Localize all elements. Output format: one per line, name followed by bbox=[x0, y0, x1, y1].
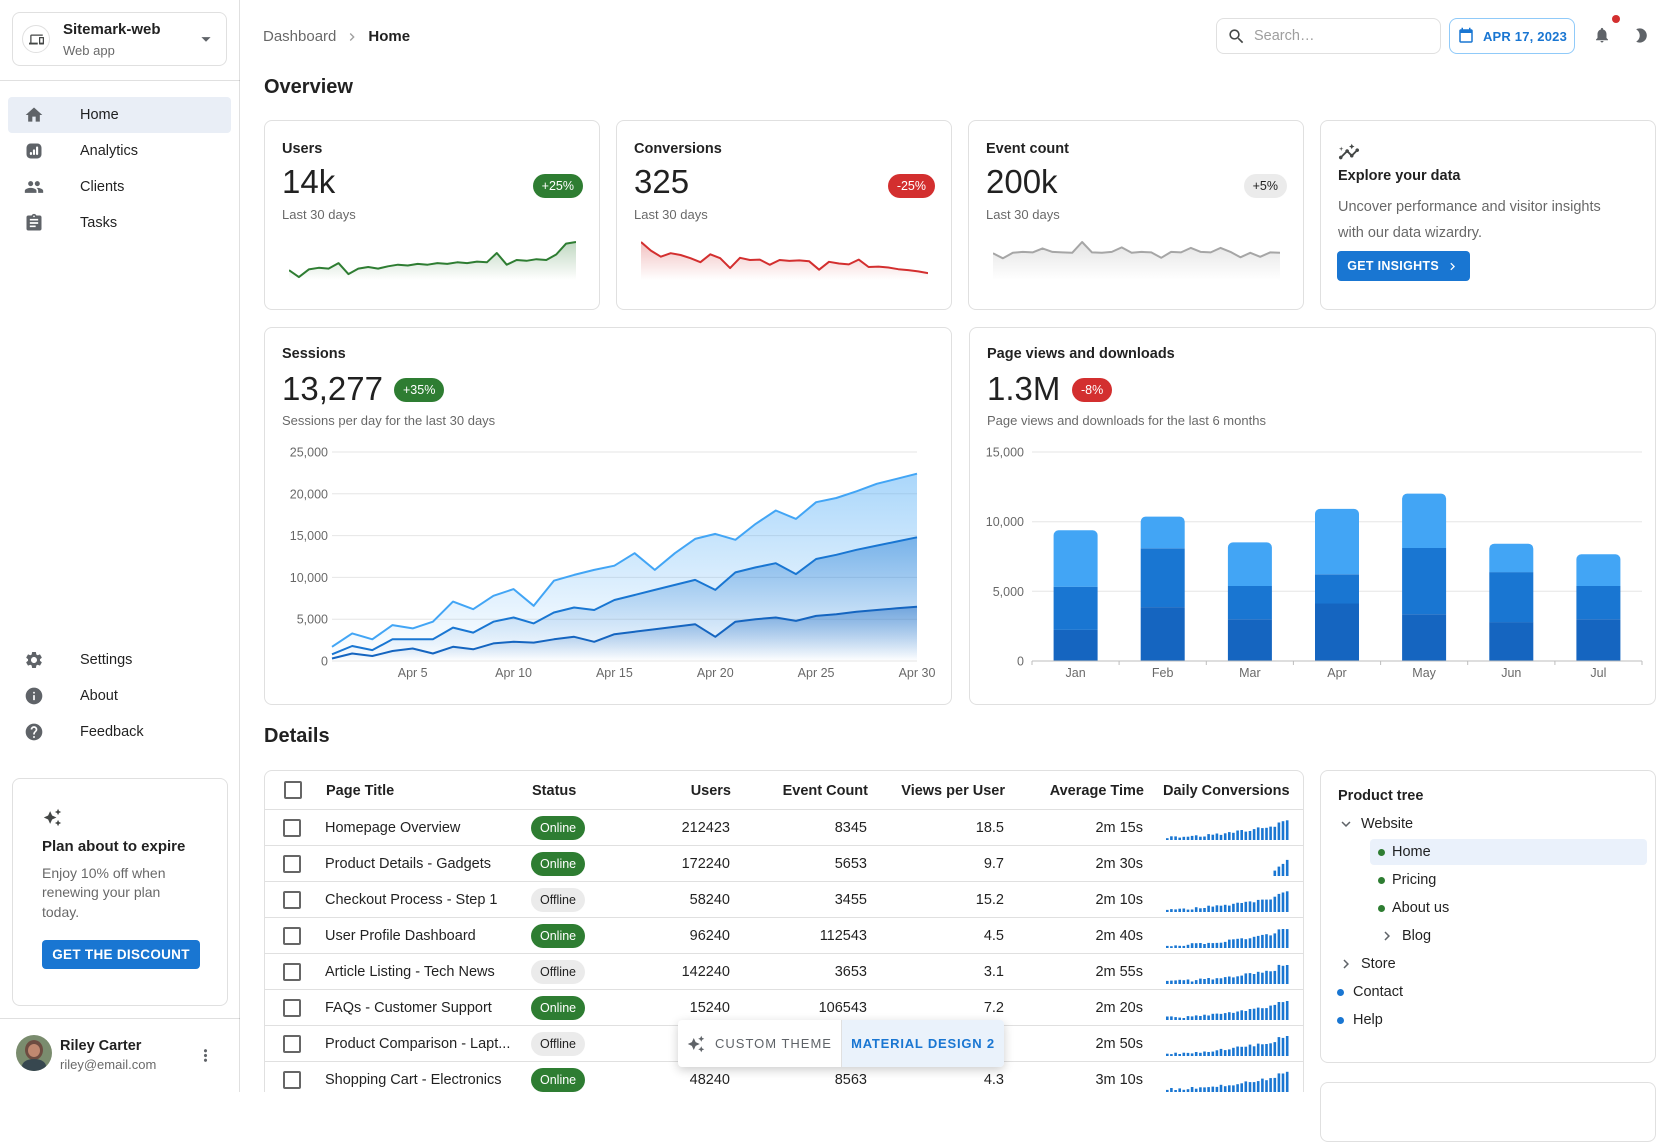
svg-text:5,000: 5,000 bbox=[993, 585, 1024, 599]
svg-text:Apr 20: Apr 20 bbox=[697, 666, 734, 680]
svg-text:Jun: Jun bbox=[1501, 666, 1521, 680]
svg-text:10,000: 10,000 bbox=[986, 515, 1024, 529]
svg-text:Jan: Jan bbox=[1066, 666, 1086, 680]
svg-text:20,000: 20,000 bbox=[290, 487, 328, 501]
svg-text:Apr 10: Apr 10 bbox=[495, 666, 532, 680]
svg-text:Mar: Mar bbox=[1239, 666, 1261, 680]
svg-text:Feb: Feb bbox=[1152, 666, 1174, 680]
svg-text:Apr 25: Apr 25 bbox=[798, 666, 835, 680]
svg-text:0: 0 bbox=[321, 655, 328, 669]
svg-text:May: May bbox=[1412, 666, 1436, 680]
svg-text:0: 0 bbox=[1017, 655, 1024, 669]
svg-text:5,000: 5,000 bbox=[297, 613, 328, 627]
svg-text:10,000: 10,000 bbox=[290, 571, 328, 585]
svg-text:Apr 15: Apr 15 bbox=[596, 666, 633, 680]
svg-text:15,000: 15,000 bbox=[290, 529, 328, 543]
svg-text:Apr 5: Apr 5 bbox=[398, 666, 428, 680]
svg-text:Jul: Jul bbox=[1590, 666, 1606, 680]
svg-text:Apr 30: Apr 30 bbox=[899, 666, 936, 680]
svg-text:Apr: Apr bbox=[1327, 666, 1346, 680]
svg-text:15,000: 15,000 bbox=[986, 446, 1024, 460]
svg-text:25,000: 25,000 bbox=[290, 446, 328, 460]
